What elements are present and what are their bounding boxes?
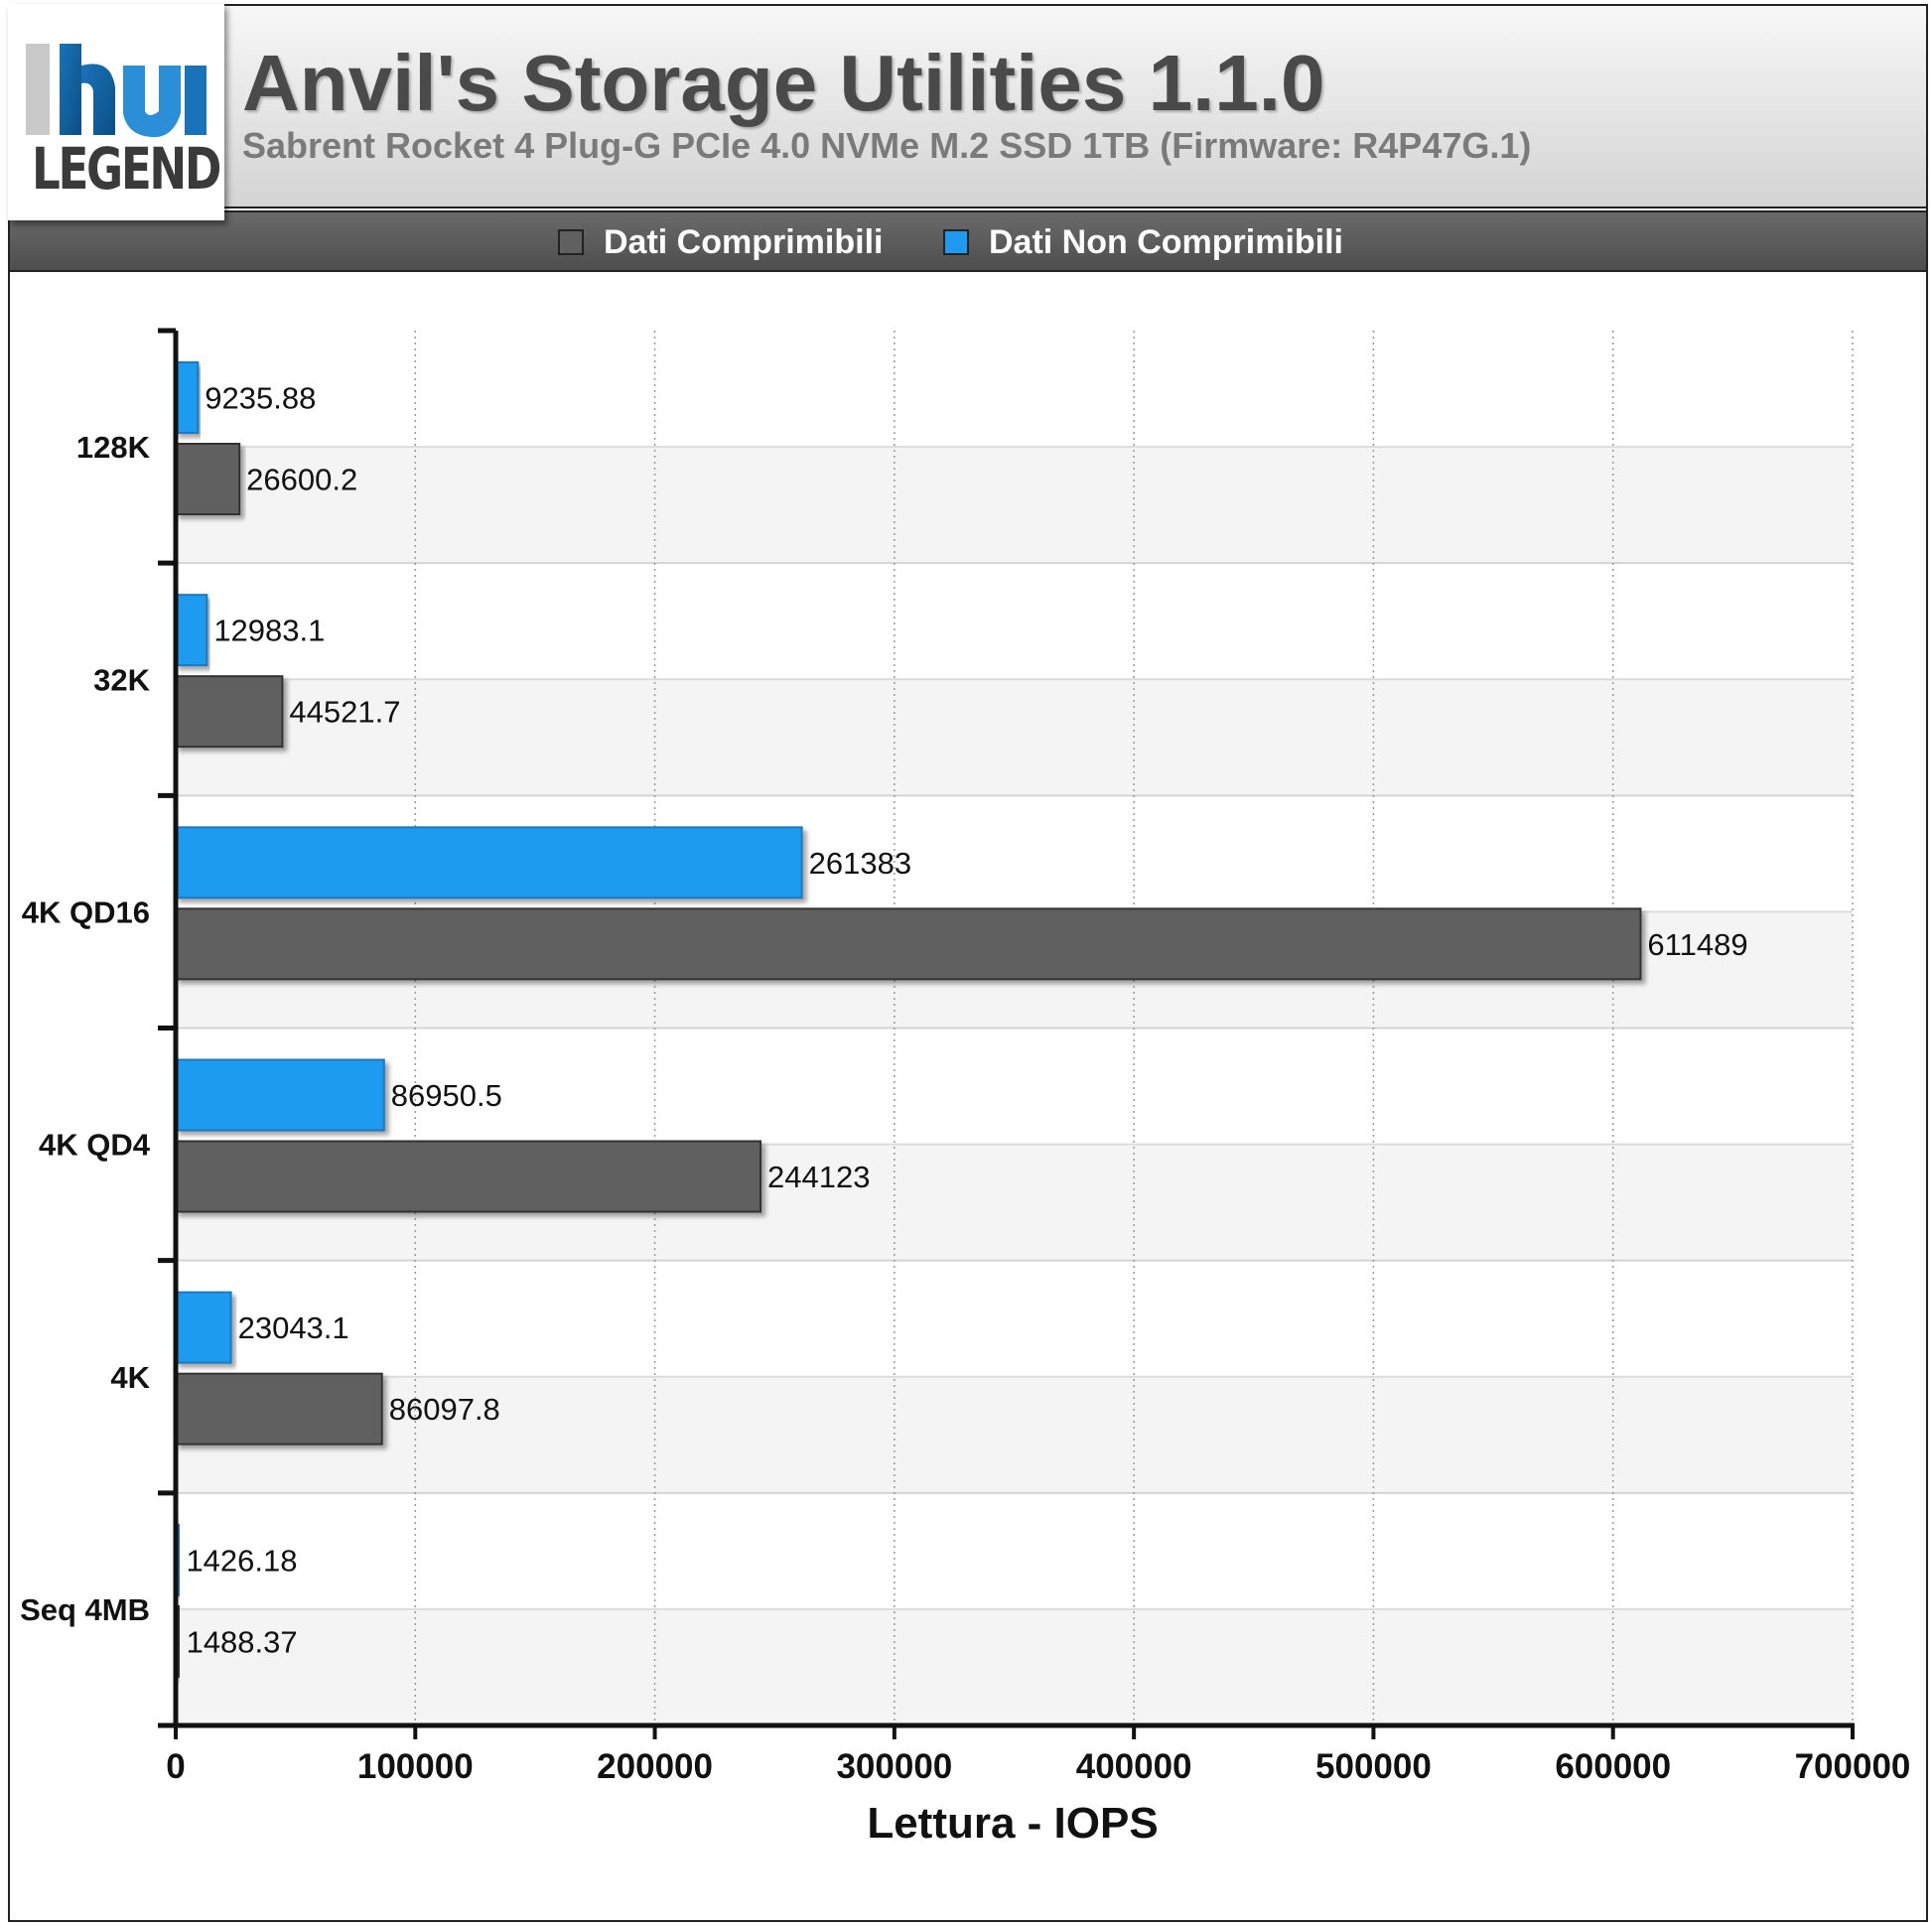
x-tick-label: 500000 — [1315, 1747, 1432, 1786]
logo-mark — [26, 44, 207, 138]
band-shading — [176, 1608, 1853, 1725]
bar[interactable] — [175, 675, 284, 749]
legend-swatch-compressible — [558, 229, 584, 255]
logo-legend-text: LEGEND — [31, 135, 221, 203]
band-shading — [176, 447, 1853, 564]
data-label: 1426.18 — [186, 1543, 297, 1578]
data-label: 244123 — [767, 1160, 870, 1194]
chart-subtitle: Sabrent Rocket 4 Plug-G PCIe 4.0 NVMe M.… — [242, 125, 1532, 166]
data-label: 12983.1 — [213, 614, 325, 648]
legend-label-compressible: Dati Comprimibili — [604, 222, 884, 261]
bar[interactable] — [175, 1140, 762, 1213]
bar[interactable] — [175, 1291, 232, 1364]
data-label: 86097.8 — [389, 1392, 500, 1427]
data-label: 261383 — [809, 846, 911, 881]
logo: LEGEND — [8, 4, 224, 220]
chart-title: Anvil's Storage Utilities 1.1.0 — [242, 39, 1325, 127]
category-label: 4K QD4 — [39, 1128, 151, 1163]
bar[interactable] — [175, 907, 1642, 981]
legend-item-compressible[interactable]: Dati Comprimibili — [558, 222, 883, 262]
x-tick-label: 0 — [166, 1747, 185, 1786]
x-tick-label: 600000 — [1555, 1747, 1671, 1786]
bar[interactable] — [175, 361, 200, 434]
data-label: 26600.2 — [246, 463, 357, 497]
category-label: Seq 4MB — [20, 1592, 150, 1627]
data-label: 44521.7 — [289, 695, 400, 730]
category-label: 4K — [110, 1360, 150, 1395]
bar[interactable] — [175, 594, 208, 667]
category-label: 32K — [93, 662, 150, 697]
data-label: 611489 — [1647, 927, 1747, 962]
legend-item-incompressible[interactable]: Dati Non Comprimibili — [943, 222, 1343, 262]
band-shading — [176, 679, 1853, 796]
bar[interactable] — [175, 1372, 383, 1445]
band-shading — [176, 1376, 1853, 1493]
x-tick-label: 100000 — [357, 1747, 474, 1786]
x-tick-label: 300000 — [836, 1747, 952, 1786]
legend-label-incompressible: Dati Non Comprimibili — [989, 222, 1343, 261]
legend-swatch-incompressible — [943, 229, 969, 255]
bar[interactable] — [175, 826, 803, 899]
chart-header — [8, 4, 1928, 208]
x-tick-label: 200000 — [597, 1747, 713, 1786]
legend: Dati Comprimibili Dati Non Comprimibili — [8, 210, 1928, 272]
x-tick-label: 400000 — [1076, 1747, 1192, 1786]
data-label: 86950.5 — [391, 1078, 502, 1113]
category-label: 4K QD16 — [22, 894, 150, 929]
data-label: 1488.37 — [187, 1624, 298, 1659]
category-label: 128K — [76, 430, 151, 465]
bar[interactable] — [175, 1058, 385, 1132]
x-tick-label: 700000 — [1795, 1747, 1911, 1786]
data-label: 9235.88 — [205, 381, 316, 416]
bar[interactable] — [175, 443, 241, 515]
x-axis-title: Lettura - IOPS — [867, 1799, 1159, 1848]
data-label: 23043.1 — [238, 1310, 349, 1345]
